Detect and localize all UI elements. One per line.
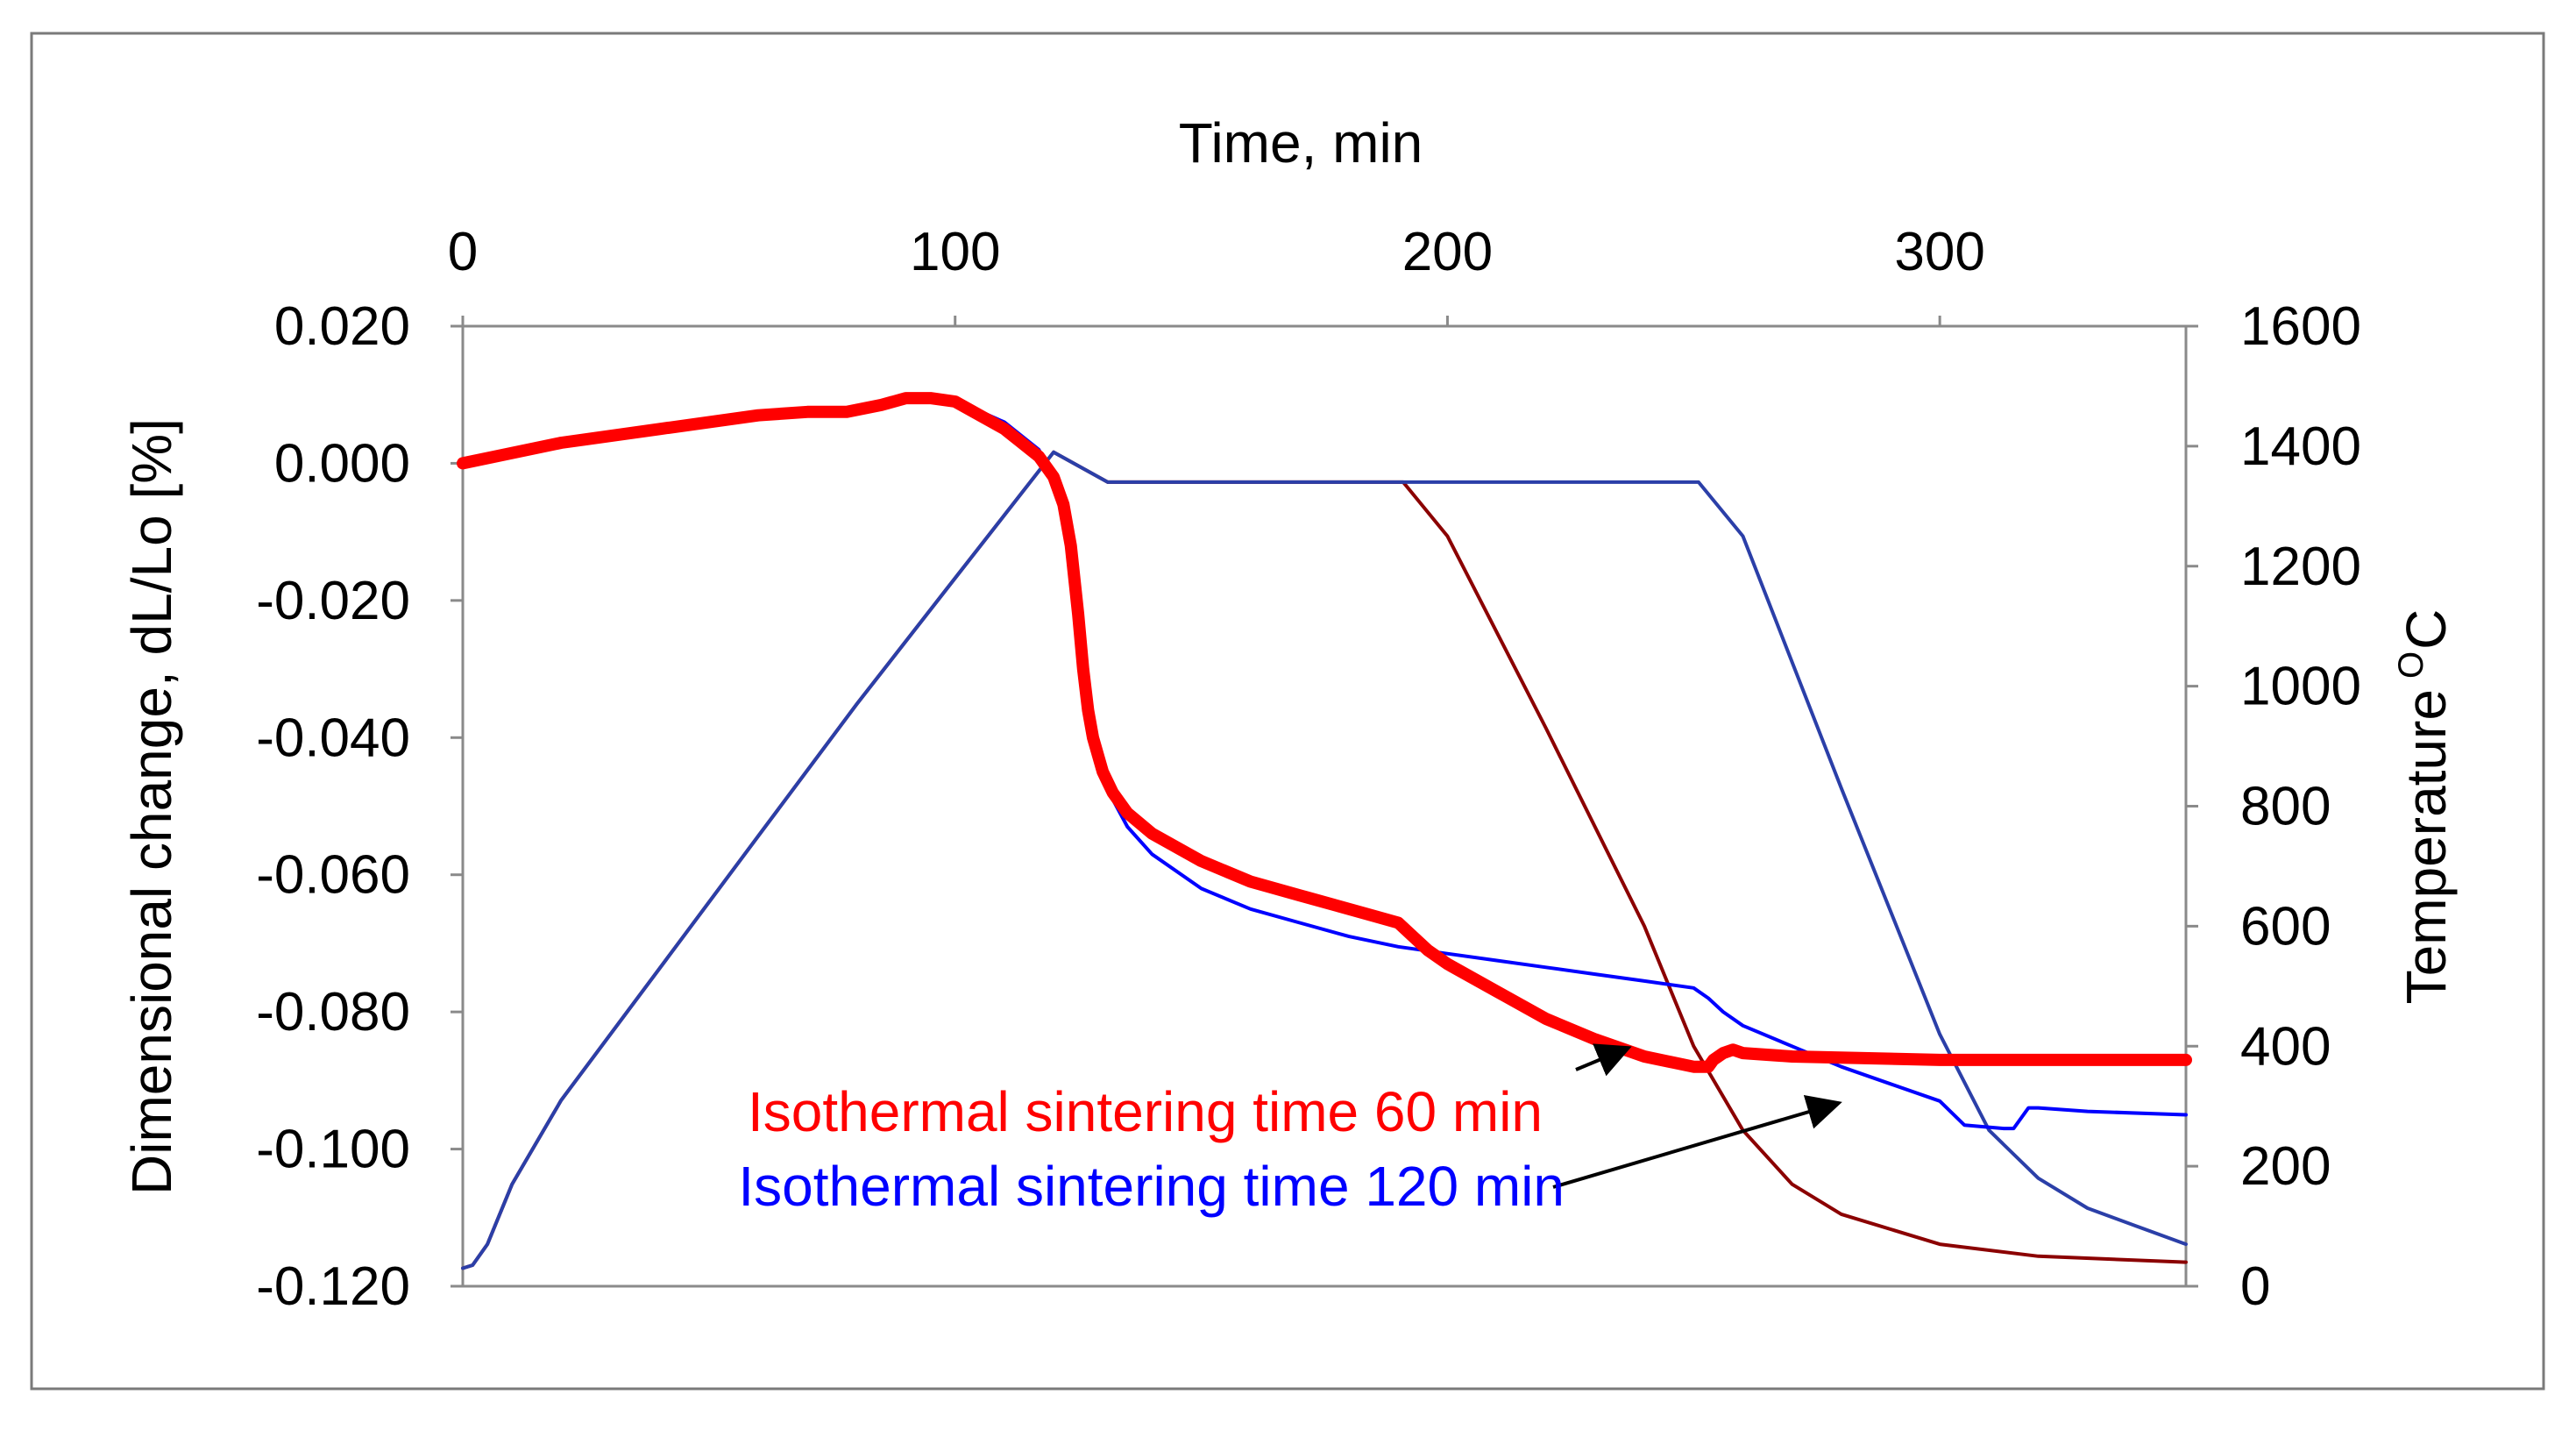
right-tick-label: 200 bbox=[2240, 1136, 2331, 1197]
right-tick-label: 1600 bbox=[2240, 296, 2361, 357]
left-tick-label: -0.100 bbox=[256, 1120, 410, 1180]
left-axis-ticks: 0.020 0.000 -0.020 -0.040 -0.060 -0.080 -0.100… bbox=[256, 296, 463, 1317]
right-tick-label: 0 bbox=[2240, 1256, 2270, 1317]
annotation-arrow-60 bbox=[1575, 1043, 1632, 1077]
right-tick-label: 1000 bbox=[2240, 657, 2361, 717]
right-tick-label: 1400 bbox=[2240, 416, 2361, 477]
right-axis-title-sup: O bbox=[2392, 651, 2431, 679]
left-tick-label: -0.060 bbox=[256, 845, 410, 906]
right-axis-ticks: 1600 1400 1200 1000 800 600 400 200 0 bbox=[2186, 296, 2361, 1317]
left-axis-title: Dimensional change, dL/Lo [%] bbox=[120, 418, 183, 1195]
annotation-120-min: Isothermal sintering time 120 min bbox=[738, 1155, 1565, 1218]
annotation-arrow-120 bbox=[1552, 1094, 1842, 1189]
left-tick-label: -0.020 bbox=[256, 571, 410, 631]
left-tick-label: -0.080 bbox=[256, 982, 410, 1042]
x-tick-label: 100 bbox=[910, 222, 1000, 282]
temperature-line-120-min bbox=[461, 450, 2188, 1270]
right-tick-label: 600 bbox=[2240, 896, 2331, 957]
left-tick-label: -0.120 bbox=[256, 1256, 410, 1317]
right-tick-label: 400 bbox=[2240, 1016, 2331, 1077]
x-axis-ticks: 0 100 200 300 bbox=[448, 222, 1985, 326]
left-tick-label: 0.000 bbox=[274, 433, 410, 494]
right-tick-label: 1200 bbox=[2240, 537, 2361, 597]
right-tick-label: 800 bbox=[2240, 777, 2331, 837]
x-axis-title: Time, min bbox=[1179, 111, 1423, 174]
left-tick-label: 0.020 bbox=[274, 296, 410, 357]
chart-frame bbox=[30, 32, 2545, 1391]
right-axis-title-unit: C bbox=[2395, 609, 2458, 650]
x-tick-label: 0 bbox=[448, 222, 478, 282]
right-axis-title: Temperature OC bbox=[2392, 609, 2458, 1005]
left-tick-label: -0.040 bbox=[256, 708, 410, 768]
series-layer bbox=[457, 392, 2192, 1270]
right-axis-title-text: Temperature bbox=[2395, 689, 2458, 1004]
series-line-60-min bbox=[457, 392, 2192, 1073]
x-tick-label: 300 bbox=[1894, 222, 1984, 282]
x-tick-label: 200 bbox=[1402, 222, 1493, 282]
annotation-60-min: Isothermal sintering time 60 min bbox=[748, 1080, 1543, 1143]
